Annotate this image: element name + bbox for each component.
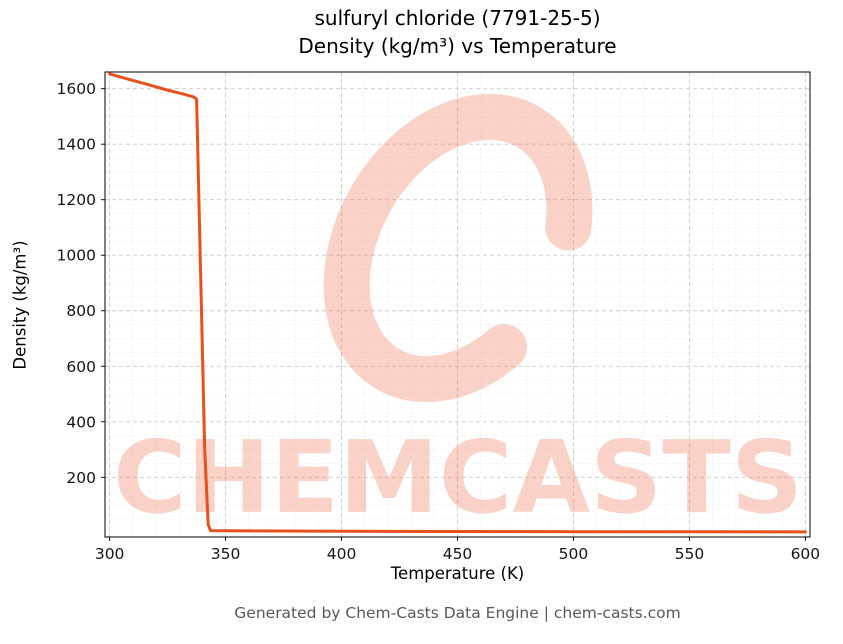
y-tick-label: 1600 xyxy=(57,80,96,98)
x-tick-label: 400 xyxy=(327,545,357,563)
axis-ticks xyxy=(101,88,806,541)
x-tick-label: 300 xyxy=(95,545,125,563)
x-tick-label: 500 xyxy=(559,545,589,563)
y-tick-label: 1000 xyxy=(57,247,96,265)
x-axis-label: Temperature (K) xyxy=(390,564,525,583)
y-tick-label: 400 xyxy=(66,413,96,431)
y-tick-label: 1400 xyxy=(57,136,96,154)
footer-text: Generated by Chem-Casts Data Engine | ch… xyxy=(234,604,681,622)
chart-subtitle: Density (kg/m³) vs Temperature xyxy=(298,34,617,58)
y-tick-label: 600 xyxy=(66,358,96,376)
y-tick-label: 800 xyxy=(66,302,96,320)
watermark: CHEMCASTS xyxy=(113,93,803,536)
y-tick-label: 1200 xyxy=(57,191,96,209)
x-tick-label: 450 xyxy=(443,545,473,563)
x-tick-label: 550 xyxy=(675,545,705,563)
major-grid xyxy=(105,72,810,537)
x-tick-label: 600 xyxy=(791,545,821,563)
density-line xyxy=(108,72,807,534)
watermark-logo-icon xyxy=(323,93,593,403)
x-tick-label: 350 xyxy=(211,545,241,563)
chart-title: sulfuryl chloride (7791-25-5) xyxy=(314,6,601,30)
watermark-text: CHEMCASTS xyxy=(113,419,803,536)
y-tick-label: 200 xyxy=(66,469,96,487)
tick-labels: 300 350 400 450 500 550 600 200 400 600 800 1000 120… xyxy=(57,80,821,563)
